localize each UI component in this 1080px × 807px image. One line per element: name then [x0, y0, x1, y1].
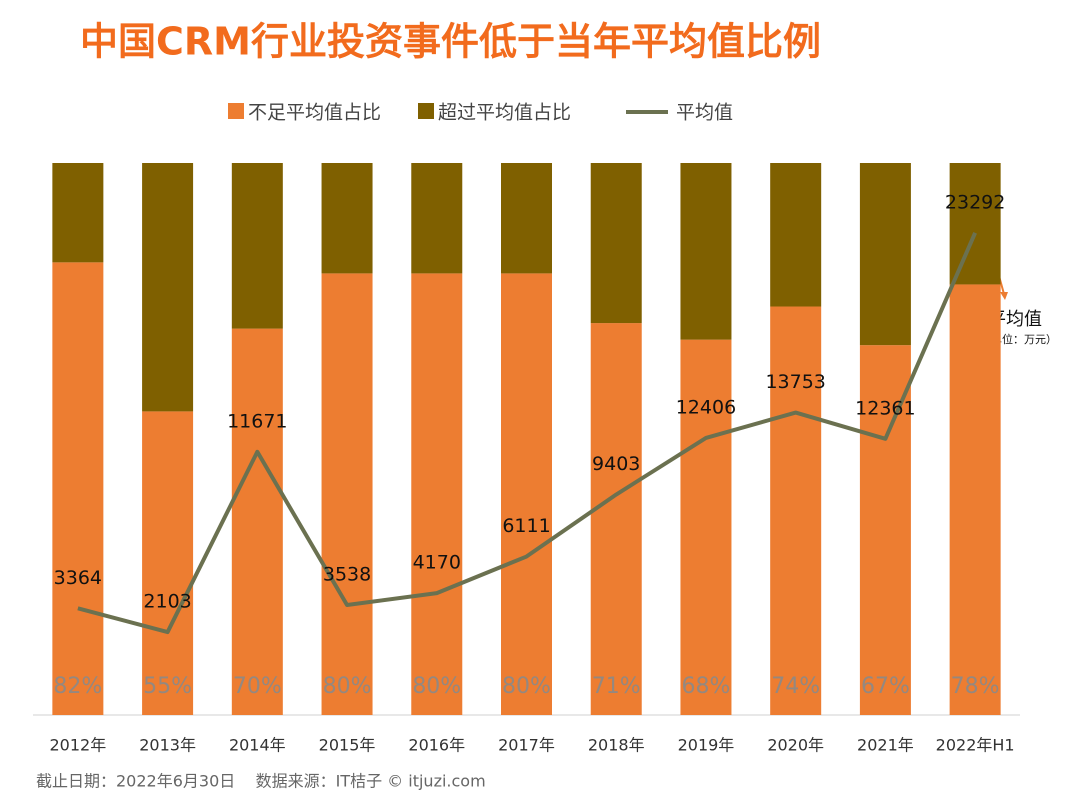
x-tick-label: 2014年 — [229, 736, 286, 755]
legend-label: 平均值 — [676, 102, 733, 124]
line-value-label: 6111 — [502, 515, 550, 537]
line-value-label: 12406 — [676, 396, 736, 418]
x-tick-label: 2018年 — [588, 736, 645, 755]
line-value-label: 13753 — [765, 371, 825, 393]
x-tick-label: 2017年 — [498, 736, 555, 755]
x-tick-label: 2022年H1 — [936, 736, 1015, 755]
bar-segment — [770, 306, 822, 715]
x-tick-label: 2019年 — [678, 736, 735, 755]
line-value-label: 11671 — [227, 410, 287, 432]
bar-value-label: 74% — [771, 674, 820, 699]
line-value-label: 2103 — [143, 591, 191, 613]
bar-segment — [680, 163, 732, 340]
line-series — [77, 232, 977, 635]
chart-title: 中国CRM行业投资事件低于当年平均值比例 — [80, 20, 821, 64]
bar-segment — [949, 163, 1001, 285]
annotation-arrowhead — [1000, 292, 1008, 300]
bar-value-label: 67% — [861, 674, 910, 699]
bar-segment — [52, 163, 104, 263]
bar-segment — [859, 163, 911, 346]
bar-segment — [142, 163, 194, 412]
bar-value-label: 68% — [682, 674, 731, 699]
bar-segment — [411, 273, 463, 715]
line-value-label: 4170 — [413, 552, 461, 574]
line-value-label: 3538 — [323, 564, 371, 586]
x-tick-label: 2012年 — [49, 736, 106, 755]
line-value-label: 3364 — [54, 567, 102, 589]
bar-value-label: 70% — [233, 674, 282, 699]
bar-value-label: 80% — [323, 674, 372, 699]
bar-segment — [859, 345, 911, 715]
bar-value-label: 78% — [951, 674, 1000, 699]
bar-segment — [321, 273, 373, 715]
bar-segment — [590, 323, 642, 715]
bar-segment — [52, 262, 104, 715]
bar-value-label: 82% — [53, 674, 102, 699]
bar-segment — [680, 339, 732, 715]
x-tick-label: 2015年 — [319, 736, 376, 755]
bar-segment — [770, 163, 822, 307]
bar-segment — [231, 328, 283, 715]
bar-value-label: 80% — [412, 674, 461, 699]
line-value-label: 9403 — [592, 453, 640, 475]
bar-segment — [501, 163, 552, 274]
x-tick-label: 2020年 — [767, 736, 824, 755]
footnote: 截止日期：2022年6月30日 数据来源：IT桔子 © itjuzi.com — [36, 772, 486, 791]
line-value-label: 23292 — [945, 191, 1005, 213]
legend-swatch — [418, 103, 434, 119]
bar-segment — [411, 163, 463, 274]
bar-value-label: 80% — [502, 674, 551, 699]
bar-segment — [321, 163, 373, 274]
bar-segment — [949, 284, 1001, 715]
x-tick-label: 2016年 — [408, 736, 465, 755]
bar-value-label: 71% — [592, 674, 641, 699]
bar-segment — [501, 273, 552, 715]
bar-segment — [231, 163, 283, 329]
legend-label: 超过平均值占比 — [438, 102, 571, 124]
legend-swatch — [228, 103, 244, 119]
line-value-label: 12361 — [855, 397, 915, 419]
bar-segment — [590, 163, 642, 324]
legend-label: 不足平均值占比 — [248, 102, 381, 124]
annotation: 平均值 — [988, 309, 1042, 330]
bar-value-label: 55% — [143, 674, 192, 699]
x-tick-label: 2013年 — [139, 736, 196, 755]
x-tick-label: 2021年 — [857, 736, 914, 755]
bar-segment — [142, 411, 194, 715]
